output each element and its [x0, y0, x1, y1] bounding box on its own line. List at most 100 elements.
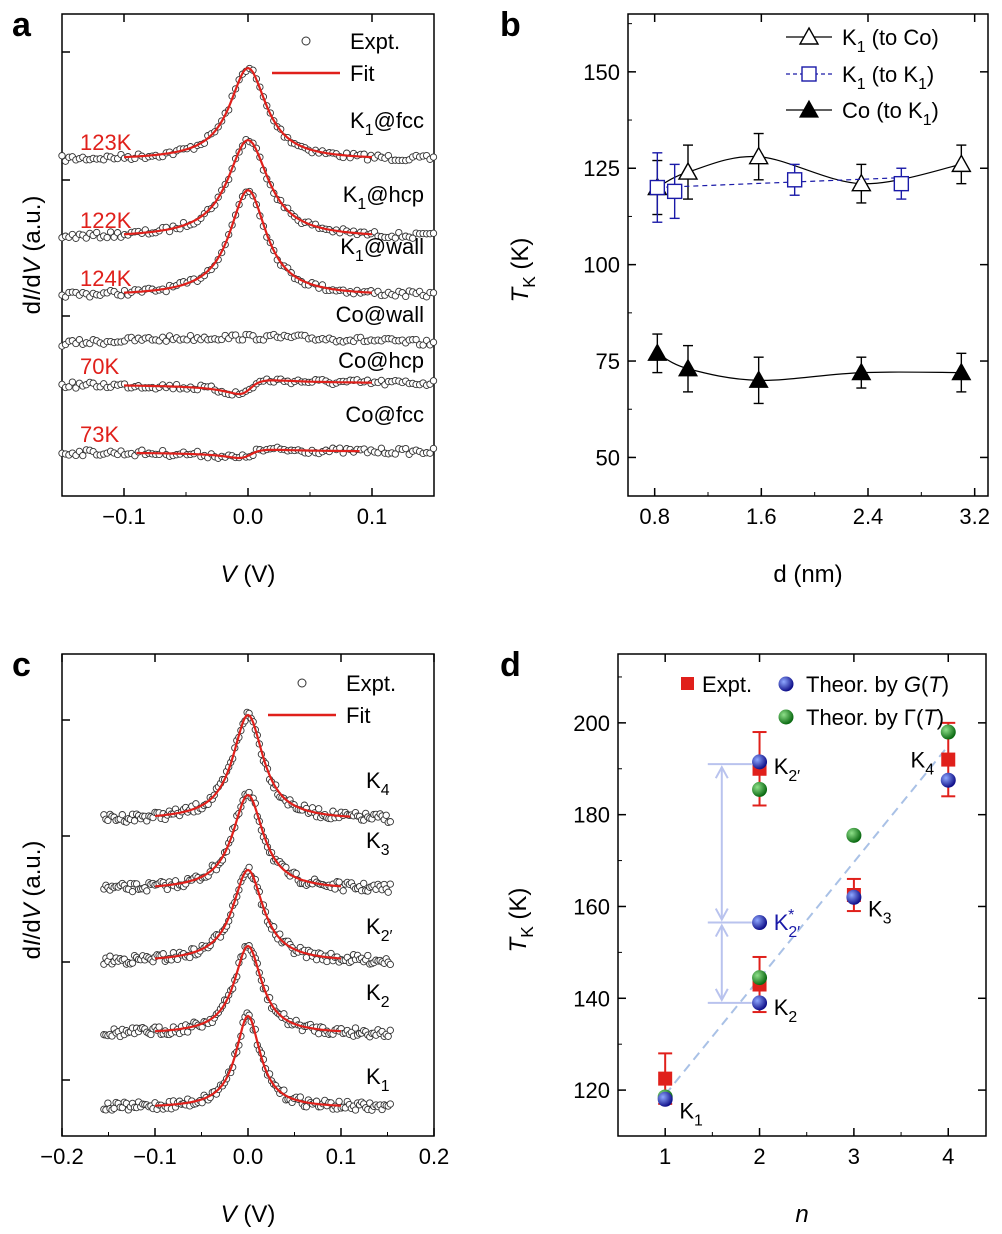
expt-point: [402, 444, 410, 453]
panel-d-ytick-label: 200: [573, 711, 610, 736]
panel-b-ytick-label: 125: [583, 156, 620, 181]
expt-point: [302, 953, 311, 962]
panel-d-ytick-label: 160: [573, 894, 610, 919]
expt-point: [658, 1071, 673, 1086]
panel-b-ytick-label: 100: [583, 253, 620, 278]
legend-label-2-part: 1: [923, 112, 932, 129]
data-point: [677, 161, 699, 180]
arrow-head: [714, 923, 729, 938]
legend-label-1-part: 1: [857, 76, 866, 93]
fit-line: [154, 944, 342, 1033]
panel-c-xtick-label: −0.2: [40, 1144, 83, 1169]
expt-point: [312, 956, 321, 964]
legend-gamma-label-part: T: [923, 705, 938, 730]
point-label-3: K2′*: [774, 907, 800, 941]
data-point: [851, 173, 872, 192]
theor-g-point: [752, 995, 768, 1011]
theor-g-point: [657, 1091, 673, 1107]
legend-gamma-label-part: Theor. by Γ(: [806, 705, 924, 730]
expt-point: [360, 879, 368, 888]
panel-d-xtick-label: 1: [659, 1144, 671, 1169]
expt-point: [429, 377, 438, 385]
panel-b-ytick-label: 50: [596, 445, 620, 470]
fit-line: [154, 868, 342, 960]
data-point: [893, 175, 910, 192]
series-line: [657, 177, 902, 189]
panel-a-xlabel: V (V): [221, 561, 276, 588]
expt-point: [231, 331, 240, 339]
tk-label: 122K: [80, 208, 132, 233]
point-label-5: K4: [911, 747, 935, 778]
panel-d-xtick-label: 4: [942, 1144, 954, 1169]
site-label-part: @hcp: [366, 182, 424, 207]
expt-point: [351, 1106, 360, 1114]
panel-c-xtick-label: 0.2: [419, 1144, 450, 1169]
spectrum-label: K1: [366, 1064, 390, 1095]
expt-point: [429, 289, 438, 297]
tk-label: 70K: [80, 354, 119, 379]
tk-label: 123K: [80, 130, 132, 155]
expt-point: [386, 1026, 394, 1034]
site-label-part: 1: [357, 196, 366, 213]
expt-point: [391, 450, 399, 458]
site-label: K1@wall: [340, 234, 424, 265]
legend-label-0: K1 (to Co): [842, 25, 939, 56]
panel-c-ylabel-part: d: [19, 946, 46, 959]
spectrum-0: K4: [100, 708, 394, 827]
spectrum-label-part: K: [366, 768, 381, 793]
point-label-5-part: 4: [925, 761, 934, 778]
panel-a-xlabel-part: V: [221, 561, 239, 588]
expt-point: [118, 811, 126, 819]
site-label: Co@hcp: [338, 348, 424, 373]
panel-d-xtick-label: 3: [848, 1144, 860, 1169]
legend-label-1-part: K: [842, 62, 857, 87]
theor-g-point: [940, 772, 956, 788]
spectrum-3: K2: [100, 942, 394, 1041]
point-label-4: K3: [868, 896, 892, 927]
point-label-2-part: K: [774, 995, 789, 1020]
legend-label-1-part: (to K: [866, 62, 919, 87]
legend-marker: [801, 66, 817, 82]
legend-label-0-part: (to Co): [866, 25, 939, 50]
data-point: [649, 179, 666, 196]
panel-a-xtick-label: 0.1: [357, 504, 388, 529]
spectrum-label-part: K: [366, 980, 381, 1005]
point-label-3-part: K: [774, 910, 789, 935]
site-label: Co@fcc: [345, 402, 424, 427]
panel-b-ytick-label: 150: [583, 60, 620, 85]
point-label-2: K2: [774, 995, 798, 1026]
point-label-1: K2′: [774, 754, 800, 785]
expt-point: [412, 335, 420, 344]
spectrum-2: K2′: [100, 863, 394, 969]
spectrum-0: 123K K1@fcc: [58, 64, 438, 165]
spectrum-label-part: K: [366, 914, 381, 939]
panel-a-ylabel-part: (a.u.): [19, 196, 46, 259]
point-label-3-part: 2′: [788, 924, 800, 941]
expt-point: [296, 1093, 304, 1101]
expt-point: [377, 444, 386, 452]
expt-point: [335, 1097, 343, 1106]
series-line: [657, 155, 962, 189]
theor-gamma-point: [752, 970, 768, 986]
panel-b-xlabel: d (nm): [773, 561, 842, 588]
expt-point: [58, 152, 66, 160]
spectrum-label-part: 2: [381, 994, 390, 1011]
legend-g-marker: [778, 676, 794, 692]
site-label-part: Co@wall: [336, 302, 424, 327]
theor-gamma-point: [940, 724, 956, 740]
expt-point: [384, 1032, 392, 1040]
panel-b-frame: [627, 13, 989, 497]
legend-g-label-part: T: [928, 672, 943, 697]
series-0: [647, 132, 972, 216]
data-point: [851, 362, 872, 381]
expt-point: [93, 228, 101, 237]
legend-label-2: Co (to K1): [842, 98, 939, 129]
point-label-0-part: 1: [694, 1112, 703, 1129]
legend-marker: [798, 26, 820, 45]
expt-point: [386, 960, 394, 969]
panel-c-xtick-label: 0.1: [326, 1144, 357, 1169]
point-label-sup: *: [788, 907, 794, 924]
panel-d-ylabel-part: (K): [505, 888, 532, 927]
panel-c-xtick-label: −0.1: [133, 1144, 176, 1169]
fit-line: [124, 379, 373, 396]
